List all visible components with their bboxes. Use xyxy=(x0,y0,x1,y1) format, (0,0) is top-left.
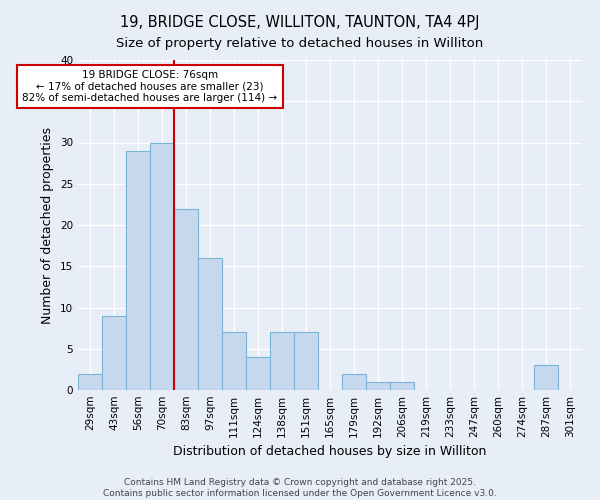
Bar xyxy=(294,332,318,390)
Bar xyxy=(78,374,102,390)
Bar xyxy=(390,382,414,390)
Bar xyxy=(342,374,366,390)
Bar xyxy=(270,332,294,390)
Bar xyxy=(126,151,150,390)
Bar xyxy=(198,258,222,390)
Bar xyxy=(150,142,174,390)
Bar xyxy=(366,382,390,390)
Bar xyxy=(222,332,246,390)
Bar xyxy=(102,316,126,390)
Y-axis label: Number of detached properties: Number of detached properties xyxy=(41,126,55,324)
Text: Contains HM Land Registry data © Crown copyright and database right 2025.
Contai: Contains HM Land Registry data © Crown c… xyxy=(103,478,497,498)
X-axis label: Distribution of detached houses by size in Williton: Distribution of detached houses by size … xyxy=(173,446,487,458)
Text: 19, BRIDGE CLOSE, WILLITON, TAUNTON, TA4 4PJ: 19, BRIDGE CLOSE, WILLITON, TAUNTON, TA4… xyxy=(120,15,480,30)
Bar xyxy=(246,357,270,390)
Text: Size of property relative to detached houses in Williton: Size of property relative to detached ho… xyxy=(116,38,484,51)
Text: 19 BRIDGE CLOSE: 76sqm
← 17% of detached houses are smaller (23)
82% of semi-det: 19 BRIDGE CLOSE: 76sqm ← 17% of detached… xyxy=(22,70,278,103)
Bar xyxy=(534,365,558,390)
Bar xyxy=(174,208,198,390)
